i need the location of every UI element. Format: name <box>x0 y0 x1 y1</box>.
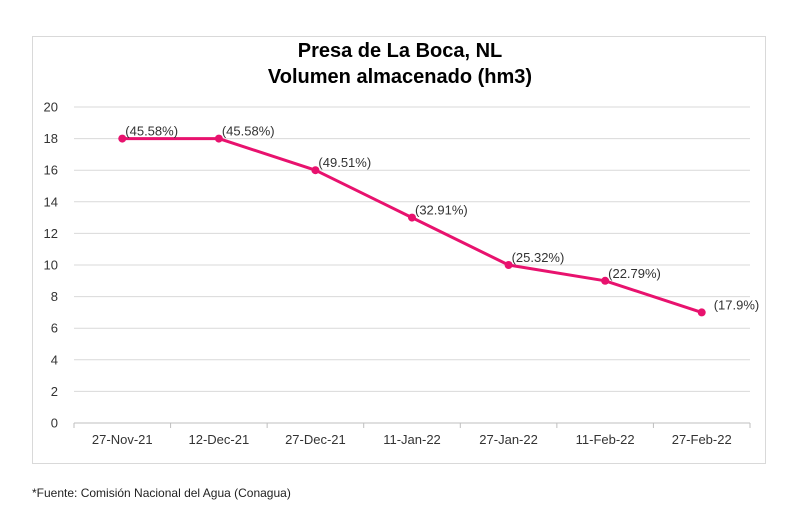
y-tick-label: 10 <box>44 258 58 273</box>
y-tick-label: 16 <box>44 163 58 178</box>
y-tick-label: 0 <box>51 416 58 431</box>
y-tick-label: 20 <box>44 100 58 115</box>
data-point <box>214 134 223 143</box>
data-labels: (45.58%) (45.58%) (49.51%) (32.91%) (25.32%)… <box>125 124 759 313</box>
chart-title: Presa de La Boca, NL Volumen almacenado … <box>268 40 532 88</box>
x-tick-label: 11-Jan-22 <box>383 432 441 447</box>
axes: 0 2 4 6 8 10 12 14 16 18 20 27-Nov-21 12-Dec-21 27-De… <box>44 100 751 447</box>
x-tick-label: 27-Dec-21 <box>285 432 346 447</box>
y-tick-label: 8 <box>51 289 58 304</box>
chart-title-line-1: Presa de La Boca, NL <box>298 40 503 62</box>
series-line <box>120 137 704 314</box>
y-tick-label: 18 <box>44 131 58 146</box>
gridlines <box>74 106 750 392</box>
x-tick-label: 12-Dec-21 <box>189 432 250 447</box>
x-tick-label: 11-Feb-22 <box>576 432 635 447</box>
data-point <box>408 213 416 222</box>
data-point <box>311 166 320 175</box>
series <box>118 134 706 317</box>
y-tick-label: 12 <box>44 226 58 241</box>
data-point <box>697 308 706 317</box>
data-label: (25.32%) <box>512 250 565 265</box>
y-tick-label: 4 <box>51 352 58 367</box>
y-tick-label: 2 <box>51 384 58 399</box>
data-label: (22.79%) <box>608 266 661 281</box>
data-label: (45.58%) <box>125 124 178 139</box>
data-point <box>601 276 610 285</box>
x-tick-label: 27-Jan-22 <box>479 432 538 447</box>
y-tick-label: 14 <box>44 194 58 209</box>
data-point <box>118 134 127 143</box>
y-tick-label: 6 <box>51 321 58 336</box>
x-tick-label: 27-Nov-21 <box>92 432 153 447</box>
data-label: (45.58%) <box>222 124 275 139</box>
data-label: (49.51%) <box>318 155 371 170</box>
data-label: (32.91%) <box>415 203 468 218</box>
data-label: (17.9%) <box>714 297 760 312</box>
source-note: *Fuente: Comisión Nacional del Agua (Con… <box>32 486 291 500</box>
chart-title-line-2: Volumen almacenado (hm3) <box>268 66 532 88</box>
x-tick-label: 27-Feb-22 <box>672 432 732 447</box>
data-point <box>504 261 513 269</box>
